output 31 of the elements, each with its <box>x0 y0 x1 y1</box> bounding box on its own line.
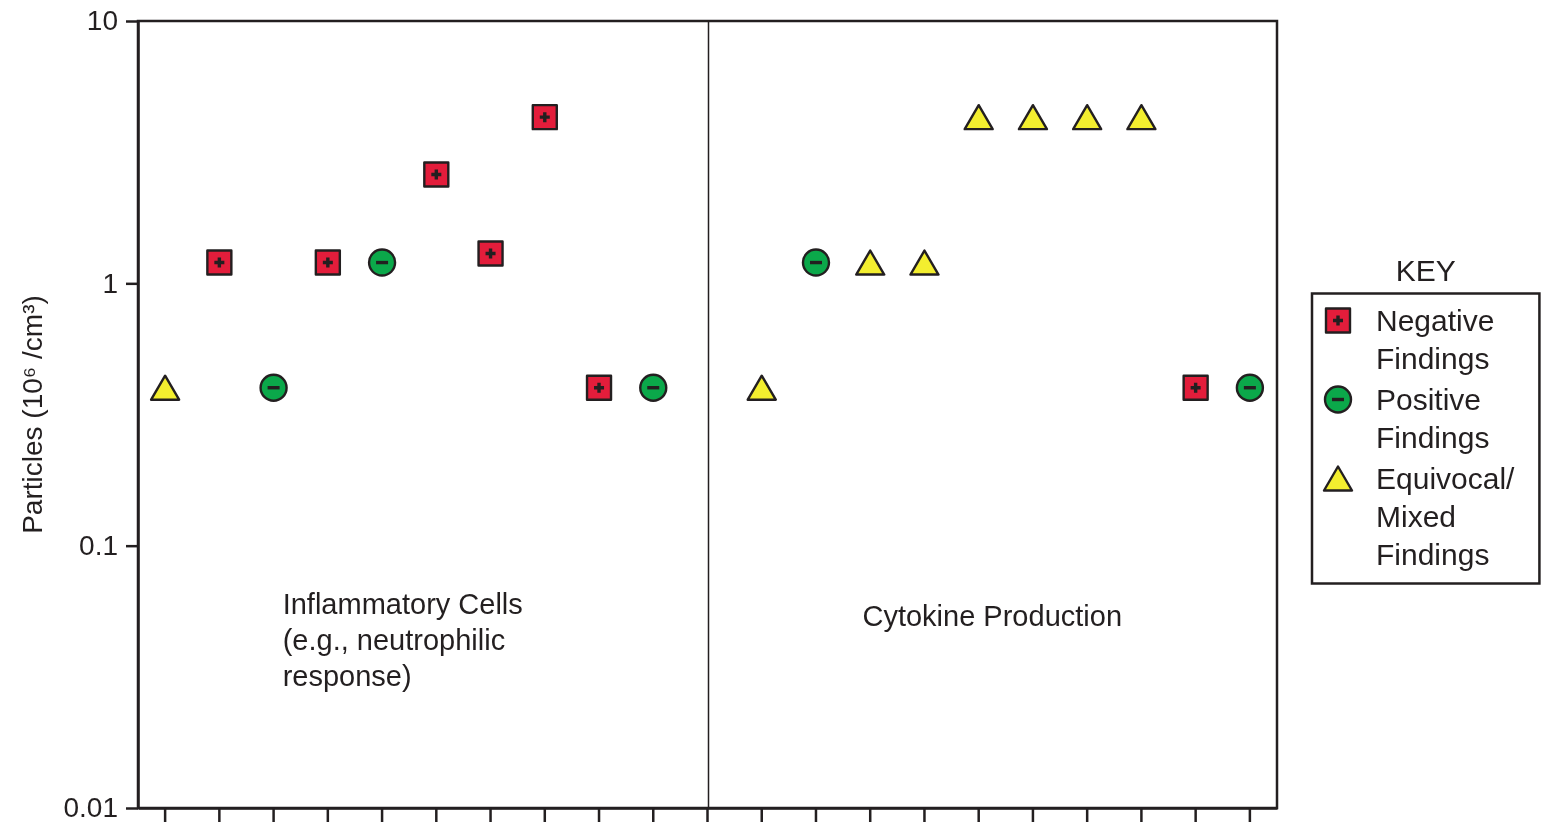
point <box>1017 103 1049 131</box>
point <box>423 161 450 188</box>
legend-label: Positive Findings <box>1376 382 1490 454</box>
point <box>367 248 397 277</box>
point <box>855 249 886 276</box>
y-tick-label: 10 <box>86 5 118 37</box>
point <box>1071 103 1103 131</box>
point <box>149 374 181 401</box>
point <box>314 249 342 276</box>
point <box>531 103 558 131</box>
legend-label: Equivocal/Mixed Findings <box>1376 461 1516 571</box>
annotation: Cytokine Production <box>862 600 1123 632</box>
point <box>1182 374 1209 401</box>
point <box>963 103 994 131</box>
y-tick-label: 0.1 <box>79 530 118 562</box>
point <box>909 249 940 276</box>
y-tick-label: 0.01 <box>63 792 118 823</box>
legend-title: KEY <box>1395 253 1456 287</box>
y-axis-title: Particles (10⁶ /cm³) <box>17 295 49 534</box>
legend-label: Negative Findings <box>1376 303 1495 375</box>
y-tick-label: 1 <box>102 267 118 299</box>
point <box>1235 373 1265 402</box>
point <box>801 248 831 277</box>
point <box>585 374 613 401</box>
point <box>1126 103 1157 131</box>
point <box>259 373 288 402</box>
point <box>639 373 668 402</box>
point <box>477 240 504 267</box>
point <box>206 249 233 276</box>
annotation: Inflammatory Cells (e.g., neutrophilic response) <box>282 588 523 692</box>
point <box>746 374 777 401</box>
